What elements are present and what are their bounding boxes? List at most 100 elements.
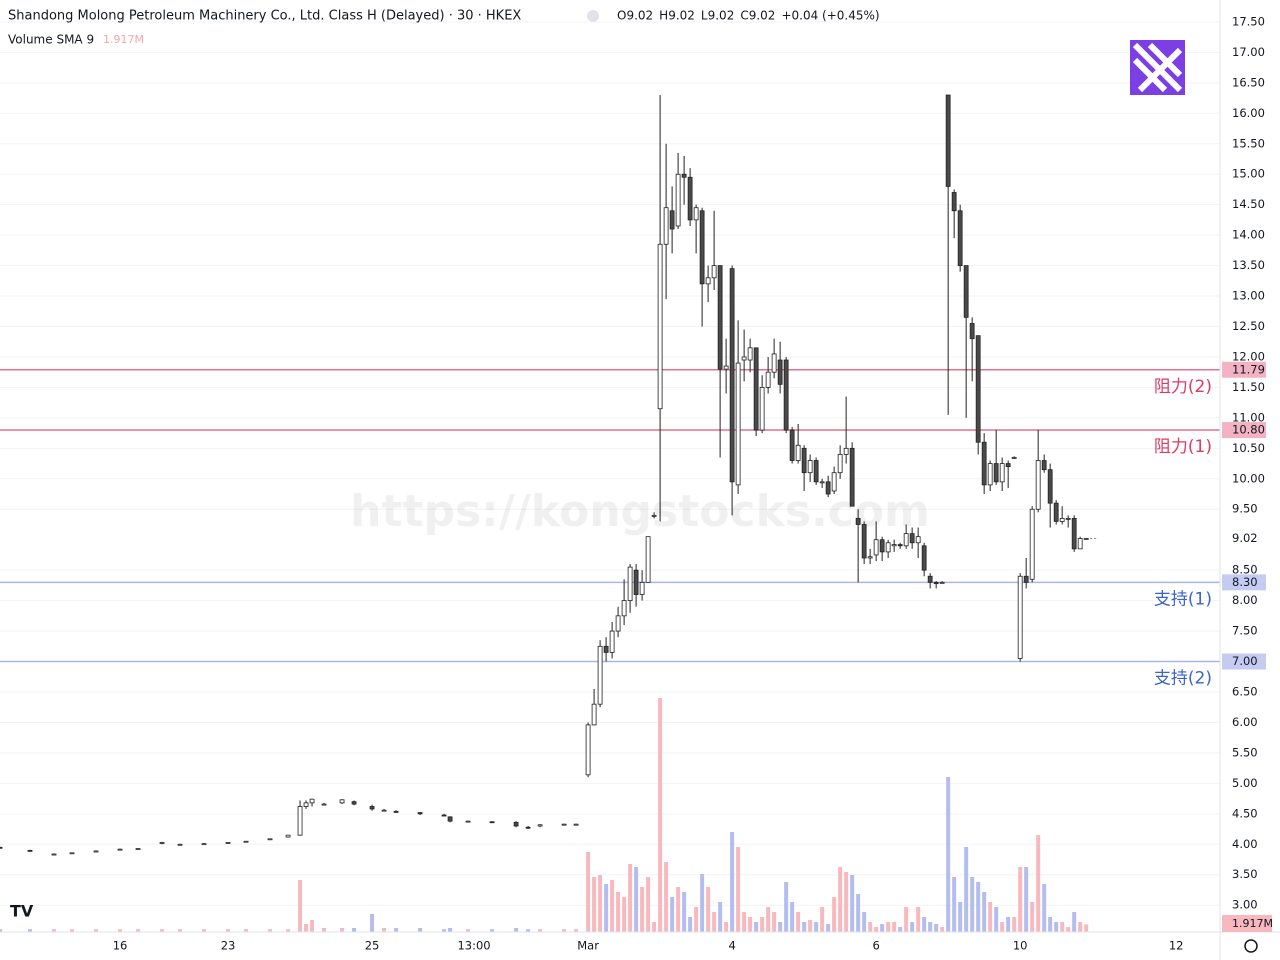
status-dot[interactable] xyxy=(587,10,599,22)
volume-bar xyxy=(682,892,687,932)
tv-logo[interactable]: TV xyxy=(10,902,34,921)
candle-body xyxy=(135,848,141,850)
candle-body xyxy=(795,444,801,461)
ohlc-value: +0.04 (+0.45%) xyxy=(781,9,879,23)
volume-bar xyxy=(526,929,531,932)
candle-body xyxy=(873,539,879,556)
candle-body xyxy=(735,362,741,486)
candle-body xyxy=(1071,517,1077,550)
y-tick-label: 15.00 xyxy=(1232,167,1265,181)
candle-body xyxy=(297,806,303,836)
volume-bar xyxy=(850,875,855,932)
volume-bar xyxy=(856,894,861,932)
volume-bar xyxy=(706,887,711,932)
volume-bar xyxy=(688,917,693,932)
candle-body xyxy=(813,460,819,483)
volume-study: Volume SMA 9 xyxy=(8,33,94,47)
volume-bar xyxy=(1066,927,1071,932)
volume-bar xyxy=(652,922,657,932)
settings-icon[interactable] xyxy=(1244,939,1258,953)
volume-bar xyxy=(394,928,399,932)
level-name: 支持(2) xyxy=(1154,669,1212,689)
candle-body xyxy=(573,823,579,826)
candle-body xyxy=(699,210,705,285)
candle-body xyxy=(525,826,531,829)
volume-bar xyxy=(304,924,309,932)
volume-bar xyxy=(886,922,891,932)
volume-bar xyxy=(832,897,837,932)
candle-body xyxy=(267,838,273,841)
candle-body xyxy=(1083,538,1089,540)
volume-bar xyxy=(442,929,447,932)
candle-body xyxy=(177,843,183,846)
candle-body xyxy=(915,536,921,544)
volume-bar xyxy=(916,907,921,932)
candle-body xyxy=(801,447,807,474)
candle-body xyxy=(741,356,747,361)
volume-bar xyxy=(244,929,249,932)
volume-bar xyxy=(0,929,2,932)
y-tick-label: 3.00 xyxy=(1232,898,1258,912)
level-name: 支持(1) xyxy=(1154,589,1212,609)
y-tick-label: 10.00 xyxy=(1232,471,1265,485)
volume-bar xyxy=(694,907,699,932)
volume-bar xyxy=(982,892,987,932)
volume-bar xyxy=(808,920,813,932)
x-tick-label: 12 xyxy=(1169,939,1184,953)
volume-bar xyxy=(382,928,387,932)
volume-bar xyxy=(562,929,567,932)
candle-body xyxy=(885,542,891,553)
volume-bar xyxy=(202,929,207,932)
x-tick-label: 10 xyxy=(1013,939,1028,953)
candle-body xyxy=(627,566,633,602)
volume-bar xyxy=(880,924,885,932)
candle-body xyxy=(855,517,861,525)
volume-bar xyxy=(610,880,615,932)
x-tick-label: 23 xyxy=(221,939,236,953)
volume-bar xyxy=(574,929,579,932)
y-tick-label: 12.00 xyxy=(1232,349,1265,363)
candle-body xyxy=(603,645,609,653)
candle-body xyxy=(1077,538,1083,550)
y-tick-label: 9.50 xyxy=(1232,502,1258,516)
volume-bar xyxy=(904,907,909,932)
y-tick-label: 14.00 xyxy=(1232,228,1265,242)
volume-bar xyxy=(1024,867,1029,932)
candle-body xyxy=(351,801,357,805)
candle-body xyxy=(663,207,669,245)
volume-bar xyxy=(1042,884,1047,932)
candle-body xyxy=(69,852,75,855)
volume-bar xyxy=(766,907,771,932)
candle-body xyxy=(591,703,597,726)
level-tag xyxy=(1222,361,1266,378)
y-tick-label: 8.50 xyxy=(1232,563,1258,577)
candle-body xyxy=(861,524,867,559)
volume-bar xyxy=(640,887,645,932)
y-tick-label: 4.00 xyxy=(1232,837,1258,851)
candle-body xyxy=(939,581,945,584)
candle-body xyxy=(711,265,717,279)
volume-bar xyxy=(814,922,819,932)
candle-body xyxy=(669,210,675,230)
volume-bar xyxy=(910,922,915,932)
level-name: 阻力(2) xyxy=(1154,377,1212,397)
volume-bar xyxy=(1084,924,1089,932)
volume-bar xyxy=(52,929,57,932)
volume-bar xyxy=(784,882,789,932)
candle-body xyxy=(561,823,567,826)
y-tick-label: 11.00 xyxy=(1232,410,1265,424)
volume-bar xyxy=(922,917,927,932)
level-tag-label: 11.79 xyxy=(1232,362,1265,376)
volume-bar xyxy=(820,907,825,932)
x-tick-label: 13:00 xyxy=(457,939,490,953)
volume-bar xyxy=(616,892,621,932)
volume-bar xyxy=(976,882,981,932)
candle-body xyxy=(987,463,993,486)
volume-bar xyxy=(892,922,897,932)
x-tick-label: 6 xyxy=(872,939,879,953)
volume-bar xyxy=(868,922,873,932)
candle-body xyxy=(93,850,99,853)
grid xyxy=(0,21,1220,906)
volume-bar xyxy=(898,927,903,932)
x-tick-label: 4 xyxy=(728,939,735,953)
